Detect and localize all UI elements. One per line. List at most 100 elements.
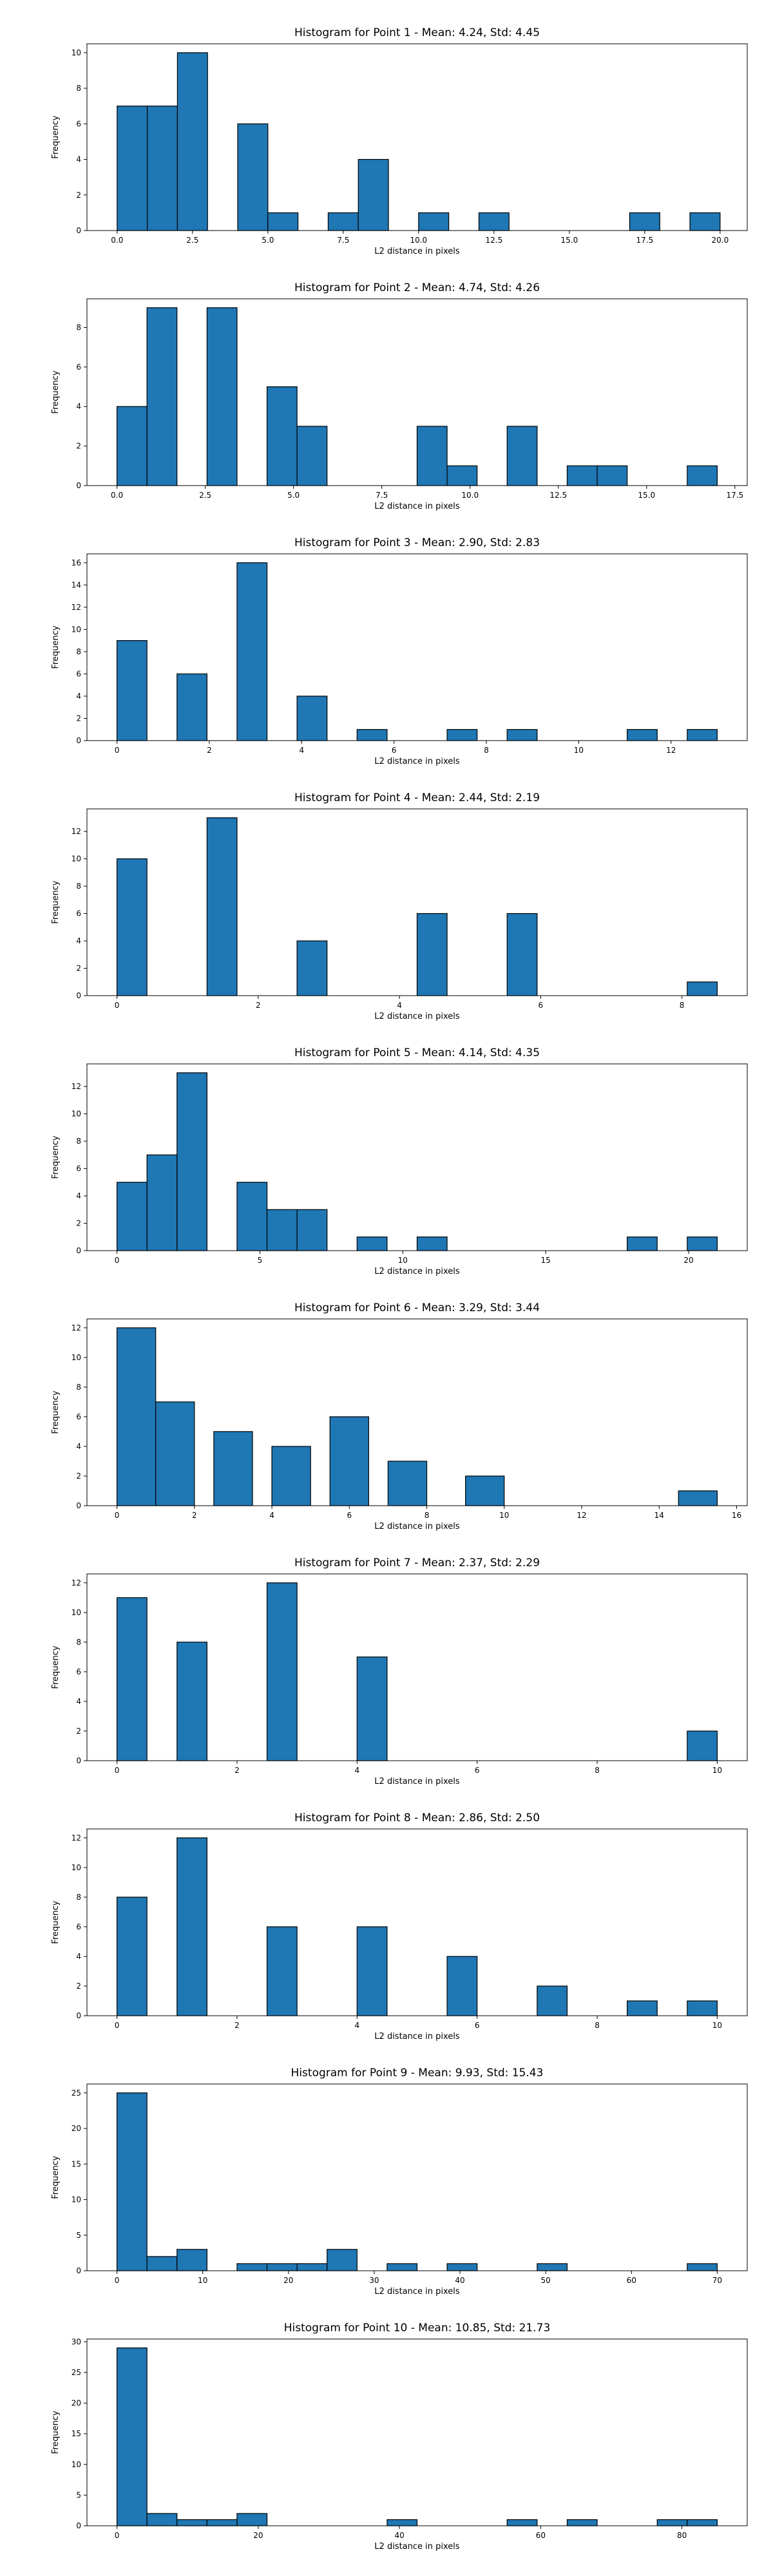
y-axis-label: Frequency [51, 115, 61, 158]
histogram-bar [116, 858, 148, 996]
histogram-bar [687, 1236, 718, 1251]
x-tick-label: 20 [683, 1256, 693, 1265]
histogram-bar [537, 2263, 568, 2271]
y-tick-label: 10 [72, 1863, 81, 1872]
y-axis-label: Frequency [51, 2155, 61, 2199]
histogram-bar [206, 817, 238, 996]
x-tick-label: 60 [627, 2276, 636, 2285]
x-tick-label: 15.0 [560, 236, 578, 245]
y-tick-label: 2 [76, 191, 81, 200]
histogram-bar [206, 2519, 238, 2526]
histogram-bar [327, 212, 359, 231]
histogram-bar [627, 729, 658, 741]
histogram-bar [566, 465, 598, 486]
y-tick-label: 4 [76, 1952, 81, 1961]
y-tick-label: 8 [76, 84, 81, 93]
x-tick-label: 10 [712, 2021, 722, 2030]
x-tick-label: 12.5 [485, 236, 502, 245]
x-axis-label: L2 distance in pixels [374, 247, 460, 256]
histogram-bar [506, 729, 538, 741]
x-tick-label: 6 [475, 2021, 480, 2030]
y-tick-label: 6 [76, 1922, 81, 1931]
histogram-bar [271, 1446, 311, 1506]
x-tick-label: 0 [115, 1256, 120, 1265]
histogram-bar [356, 729, 388, 741]
y-tick-label: 8 [76, 1137, 81, 1146]
histogram-bar [296, 426, 328, 486]
y-tick-label: 4 [76, 155, 81, 164]
y-tick-label: 2 [76, 1982, 81, 1991]
x-tick-label: 0 [115, 2276, 120, 2285]
y-tick-label: 6 [76, 669, 81, 678]
x-tick-label: 60 [536, 2531, 546, 2540]
x-tick-label: 7.5 [337, 236, 349, 245]
y-tick-label: 10 [72, 1608, 81, 1617]
histogram-bar [689, 212, 721, 231]
y-tick-label: 4 [76, 936, 81, 945]
histogram-9: Histogram for Point 9 - Mean: 9.93, Std:… [51, 2067, 748, 2297]
y-tick-label: 6 [76, 909, 81, 918]
histogram-7: Histogram for Point 7 - Mean: 2.37, Std:… [51, 1557, 748, 1786]
histogram-bar [687, 2000, 718, 2016]
histogram-bar [236, 2263, 268, 2271]
axes-frame [86, 1828, 748, 2016]
histogram-bar [446, 2263, 478, 2271]
y-tick-label: 10 [72, 625, 81, 634]
x-tick-label: 10 [712, 1766, 722, 1775]
x-tick-label: 0.0 [111, 236, 123, 245]
y-tick-label: 2 [76, 1219, 81, 1228]
x-axis-label: L2 distance in pixels [374, 1267, 460, 1276]
histogram-bar [296, 1209, 328, 1251]
chart-title: Histogram for Point 2 - Mean: 4.74, Std:… [294, 281, 540, 294]
x-tick-label: 6 [539, 1001, 544, 1010]
x-tick-label: 7.5 [376, 491, 388, 500]
y-tick-label: 8 [76, 323, 81, 332]
y-tick-label: 2 [76, 1727, 81, 1736]
x-tick-label: 17.5 [636, 236, 654, 245]
x-tick-label: 5 [258, 1256, 263, 1265]
x-tick-label: 8 [425, 1511, 430, 1520]
axes-frame [86, 808, 748, 996]
y-tick-label: 30 [72, 2337, 81, 2346]
histogram-6: Histogram for Point 6 - Mean: 3.29, Std:… [51, 1302, 748, 1531]
histogram-bar [236, 2513, 268, 2526]
y-tick-label: 4 [76, 1191, 81, 1200]
histogram-bar [418, 212, 450, 231]
histogram-bar [356, 1926, 388, 2016]
x-tick-label: 12 [666, 746, 676, 755]
histogram-bar [687, 2519, 718, 2526]
x-tick-label: 10.0 [410, 236, 427, 245]
histogram-bar [687, 729, 718, 741]
y-tick-label: 2 [76, 1472, 81, 1481]
histogram-bar [416, 913, 448, 996]
histogram-bar [687, 465, 718, 486]
y-axis-label: Frequency [51, 2410, 61, 2454]
y-tick-label: 0 [76, 2011, 81, 2020]
histogram-bar [236, 562, 268, 741]
histogram-1: Histogram for Point 1 - Mean: 4.24, Std:… [51, 26, 748, 256]
histogram-bar [177, 1642, 207, 1761]
x-tick-label: 0 [115, 2021, 120, 2030]
y-tick-label: 12 [72, 603, 81, 612]
y-tick-label: 4 [76, 1442, 81, 1451]
x-tick-label: 12.5 [549, 491, 567, 500]
histogram-bar [596, 465, 628, 486]
y-tick-label: 10 [72, 2460, 81, 2469]
y-axis-label: Frequency [51, 1900, 61, 1944]
histogram-bar [296, 2263, 328, 2271]
x-tick-label: 2 [256, 1001, 261, 1010]
y-tick-label: 8 [76, 647, 81, 656]
y-tick-label: 2 [76, 964, 81, 973]
y-tick-label: 15 [72, 2429, 81, 2438]
histogram-4: Histogram for Point 4 - Mean: 2.44, Std:… [51, 791, 748, 1021]
histogram-bar [177, 1837, 207, 2016]
y-tick-label: 0 [76, 1756, 81, 1765]
x-tick-label: 40 [394, 2531, 404, 2540]
histogram-bar [386, 2263, 418, 2271]
y-tick-label: 4 [76, 1697, 81, 1706]
histogram-bar [266, 1209, 298, 1251]
histogram-bar [266, 2263, 298, 2271]
x-tick-label: 2 [234, 1766, 240, 1775]
x-tick-label: 4 [354, 2021, 359, 2030]
